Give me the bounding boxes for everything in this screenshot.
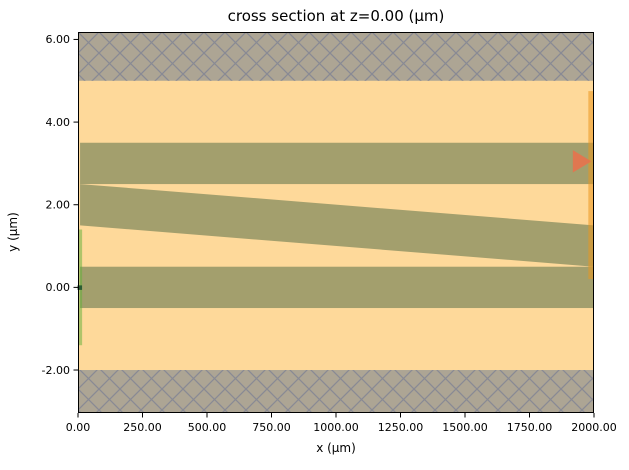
x-tick-label: 0.00 (66, 421, 91, 434)
tilted-waveguide (80, 184, 594, 267)
plot-border (78, 32, 594, 413)
y-tick-label: 0.00 (46, 281, 71, 294)
x-tick-label: 1750.00 (507, 421, 553, 434)
x-tick-label: 2000.00 (571, 421, 617, 434)
x-tick-label: 750.00 (252, 421, 291, 434)
y-tick-label: 6.00 (46, 33, 71, 46)
x-axis-label: x (μm) (316, 441, 356, 455)
direction-arrow-icon (572, 150, 592, 173)
y-tick-label: -2.00 (42, 364, 70, 377)
y-tick-label: 4.00 (46, 116, 71, 129)
source-marker-icon (77, 285, 83, 290)
upper-slab (80, 142, 594, 185)
x-tick-label: 1000.00 (313, 421, 359, 434)
chart-title: cross section at z=0.00 (μm) (227, 7, 445, 25)
x-tick-label: 1500.00 (442, 421, 488, 434)
y-axis-label: y (μm) (6, 212, 20, 252)
x-axis-ticks: 0.00 250.00 500.00 750.00 1000.00 1250.00 1500… (66, 413, 617, 434)
monitor-plane (588, 91, 594, 280)
x-tick-label: 500.00 (188, 421, 227, 434)
plot-content (77, 32, 594, 413)
x-tick-label: 1250.00 (378, 421, 424, 434)
pml-top-hatch (78, 32, 594, 81)
x-tick-label: 250.00 (123, 421, 162, 434)
pml-bottom-hatch (78, 370, 594, 413)
y-axis-ticks: 6.00 4.00 2.00 0.00 -2.00 (42, 33, 78, 377)
lower-slab (80, 266, 594, 309)
y-tick-label: 2.00 (46, 199, 71, 212)
